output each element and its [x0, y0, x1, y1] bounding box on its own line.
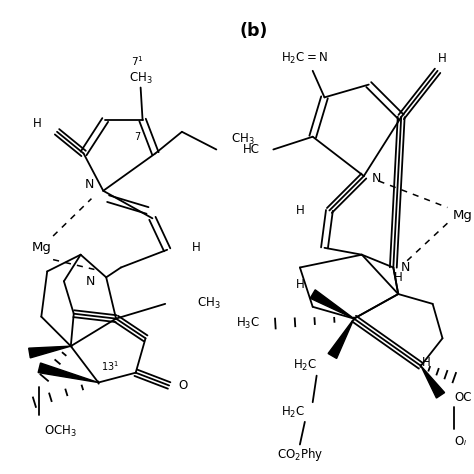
Text: H$_2$C: H$_2$C: [292, 358, 317, 374]
Text: OC: OC: [454, 391, 472, 404]
Text: HC: HC: [243, 143, 260, 156]
Text: O$ₗ$: O$ₗ$: [454, 435, 467, 448]
Text: N: N: [86, 275, 95, 288]
Text: H$_3$C: H$_3$C: [237, 316, 261, 331]
Text: Mg: Mg: [31, 241, 51, 255]
Text: O: O: [178, 379, 188, 392]
Text: (b): (b): [239, 22, 268, 40]
Text: OCH$_3$: OCH$_3$: [44, 424, 77, 439]
Text: H: H: [394, 271, 402, 284]
Polygon shape: [310, 290, 354, 319]
Polygon shape: [38, 363, 98, 383]
Text: CO$_2$Phy: CO$_2$Phy: [277, 446, 323, 463]
Polygon shape: [29, 346, 71, 358]
Text: H$_2$C$=$N: H$_2$C$=$N: [282, 51, 328, 65]
Text: 7: 7: [135, 132, 141, 142]
Text: CH$_3$: CH$_3$: [231, 132, 255, 147]
Polygon shape: [328, 319, 354, 358]
Text: N: N: [85, 178, 94, 191]
Text: H$_2$C: H$_2$C: [281, 404, 305, 419]
Text: CH$_3$: CH$_3$: [197, 296, 220, 311]
Text: H: H: [192, 241, 201, 255]
Polygon shape: [421, 366, 445, 398]
Text: Mg: Mg: [452, 209, 472, 222]
Text: N: N: [401, 261, 410, 274]
Text: H: H: [438, 52, 447, 64]
Text: H: H: [296, 204, 305, 217]
Text: N: N: [372, 172, 381, 184]
Text: 7$^1$: 7$^1$: [131, 54, 144, 68]
Text: H: H: [33, 118, 42, 130]
Text: H: H: [422, 356, 431, 369]
Text: H: H: [296, 278, 305, 291]
Text: CH$_3$: CH$_3$: [129, 71, 153, 86]
Text: 13$^1$: 13$^1$: [101, 359, 119, 373]
